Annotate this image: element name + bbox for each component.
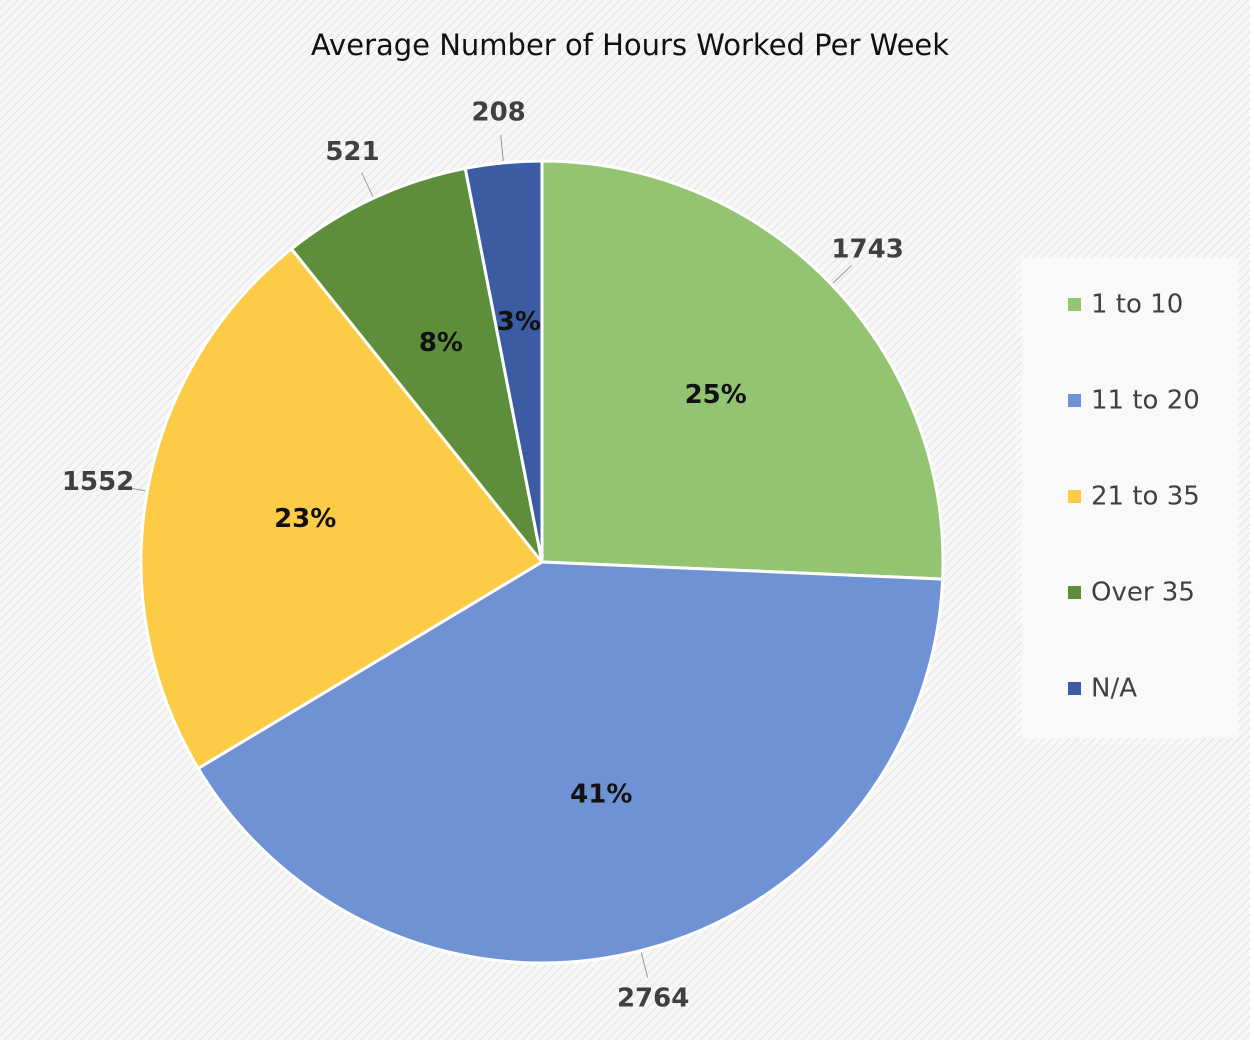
leader-line <box>119 485 146 492</box>
leader-line <box>832 264 853 284</box>
chart-title: Average Number of Hours Worked Per Week <box>311 28 949 62</box>
pie-slice <box>289 166 544 563</box>
legend-swatch <box>1068 586 1081 599</box>
percent-label: 3% <box>497 307 541 337</box>
value-label: 521 <box>325 137 379 167</box>
pie-slice <box>196 560 945 965</box>
value-label: 1743 <box>831 234 903 264</box>
legend-swatch <box>1068 490 1081 503</box>
value-label: 208 <box>472 98 526 128</box>
leader-line <box>361 172 374 197</box>
value-label: 1552 <box>62 467 134 497</box>
percent-label: 41% <box>570 780 632 810</box>
percent-label: 25% <box>685 380 747 410</box>
percent-label: 8% <box>419 328 463 358</box>
legend-swatch <box>1068 682 1081 695</box>
legend-label: 11 to 20 <box>1091 386 1200 416</box>
value-label: 2764 <box>617 984 689 1014</box>
legend-swatch <box>1068 298 1081 311</box>
legend-label: 21 to 35 <box>1091 482 1200 512</box>
legend-label: N/A <box>1091 674 1137 704</box>
pie-slice <box>540 159 945 581</box>
legend-label: Over 35 <box>1091 578 1195 608</box>
pie-slice <box>463 159 544 563</box>
legend-label: 1 to 10 <box>1091 290 1183 320</box>
legend-box <box>1022 258 1238 738</box>
percent-label: 23% <box>274 504 336 534</box>
leader-line <box>500 134 504 161</box>
pie-slice <box>139 246 545 771</box>
legend-swatch <box>1068 394 1081 407</box>
leader-line <box>640 952 649 978</box>
